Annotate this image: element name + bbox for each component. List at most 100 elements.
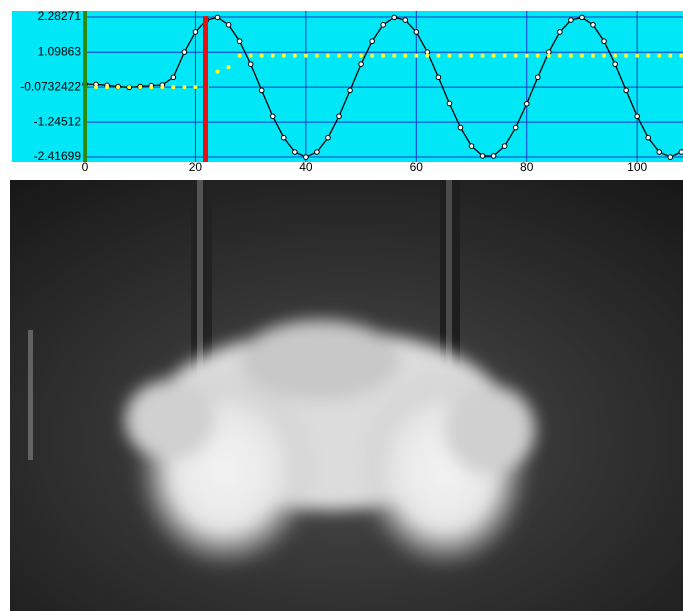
data-point [258,87,265,94]
data-point [281,53,286,58]
data-point [381,53,386,58]
data-point [679,53,683,58]
data-point [535,53,540,58]
data-point [237,53,242,58]
data-point [358,61,364,67]
data-point [457,124,464,131]
data-point [602,53,607,58]
data-point [424,49,431,55]
data-point [491,53,496,58]
data-point [127,85,132,90]
data-point [590,53,595,58]
data-point [225,22,232,28]
data-point [236,38,243,45]
data-point [325,53,330,58]
data-point [568,17,574,23]
data-point [678,149,683,155]
data-point [513,53,518,58]
data-point [226,65,231,70]
data-point [94,85,99,90]
data-point [436,53,441,58]
data-point [413,29,420,35]
x-tick-label: 100 [627,160,647,174]
data-point [612,61,618,67]
y-tick-label: -0.0732422 [20,79,81,93]
data-point [656,149,663,155]
data-point [105,85,110,90]
data-point [480,53,485,58]
data-point [192,29,199,35]
data-point [347,87,353,94]
data-point [425,53,430,58]
data-point [667,154,674,160]
data-point [270,53,275,58]
data-point [380,22,386,28]
data-point [247,61,254,67]
data-point [645,134,652,141]
x-tick-label: 20 [189,160,203,174]
data-point [469,53,474,58]
y-tick-label: 2.28271 [38,9,82,23]
data-point [259,53,264,58]
y-tick-label: -2.41699 [34,149,82,163]
data-point [557,29,563,35]
data-point [403,53,408,58]
data-point [292,149,298,155]
data-point [447,53,452,58]
data-point [546,53,551,58]
data-point [269,113,276,120]
data-point [502,53,507,58]
data-point [248,53,253,58]
data-point [314,149,320,155]
data-point [336,53,341,58]
data-point [414,53,419,58]
data-point [635,53,640,58]
data-point [292,53,297,58]
data-point [314,53,319,58]
data-point [458,53,463,58]
data-point [149,85,154,90]
data-point [116,85,121,90]
data-point [391,14,398,21]
data-point [490,153,497,159]
data-point [668,53,673,58]
data-point [370,53,375,58]
data-point [402,17,409,23]
cursor [203,16,208,162]
data-point [359,53,364,58]
data-point [657,53,662,58]
data-point [579,14,585,21]
data-point [624,53,629,58]
x-tick-label: 40 [299,160,313,174]
data-point [280,134,287,141]
data-point [193,85,198,90]
data-point [446,100,453,107]
data-point [557,53,562,58]
data-point [171,85,176,90]
data-point [348,53,353,58]
data-point [590,22,596,28]
data-point [369,38,375,45]
data-point [634,113,640,120]
data-point [435,74,442,81]
x-tick-label: 0 [82,160,89,174]
data-point [479,153,486,159]
data-point [524,53,529,58]
data-point [601,38,607,45]
data-point [646,53,651,58]
data-point [325,134,331,141]
data-point [523,100,530,107]
y-tick-label: -1.24512 [34,114,82,128]
data-point [534,74,541,81]
data-point [181,49,188,55]
data-point [215,69,220,74]
data-point [512,124,519,131]
x-tick-label: 80 [520,160,534,174]
data-point [546,49,552,55]
data-point [392,53,397,58]
data-point [579,53,584,58]
data-point [182,85,187,90]
data-point [568,53,573,58]
data-point [303,53,308,58]
